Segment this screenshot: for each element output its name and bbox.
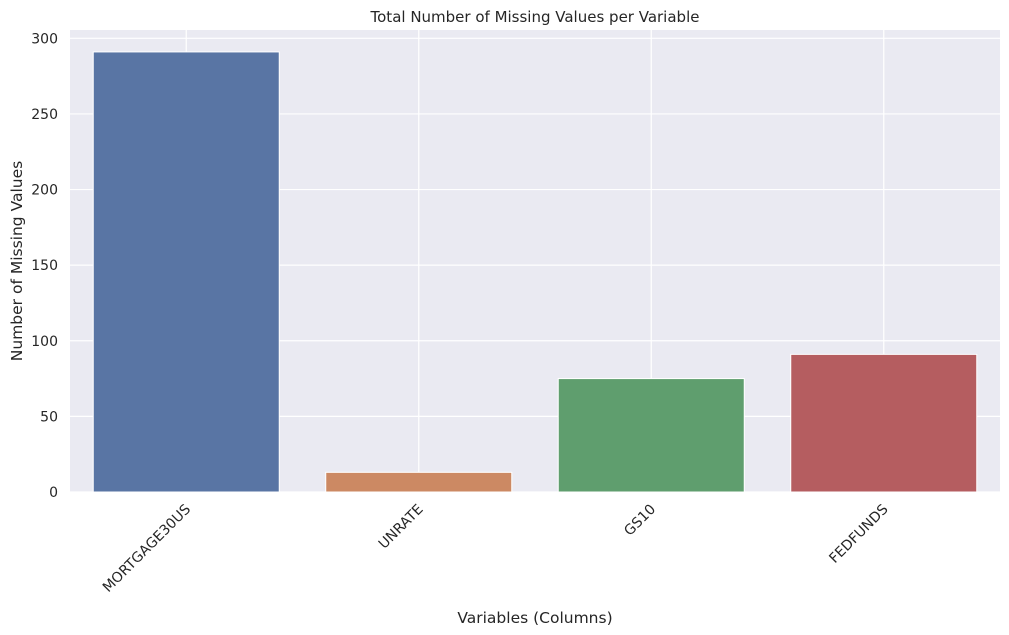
x-tick-label-mortgage30us: MORTGAGE30US	[100, 501, 194, 595]
y-tick-label: 250	[31, 107, 58, 123]
y-tick-label: 200	[31, 183, 58, 199]
y-tick-label: 300	[31, 31, 58, 47]
bar-gs10	[557, 378, 745, 493]
bar-fedfunds	[790, 353, 978, 493]
y-tick-label: 150	[31, 258, 58, 274]
y-tick-label: 50	[40, 409, 58, 425]
bar-mortgage30us	[92, 51, 280, 493]
y-tick-labels: 0 50 100 150 200 250 300	[31, 31, 58, 501]
x-axis-title: Variables (Columns)	[457, 609, 612, 627]
x-tick-label-unrate: UNRATE	[376, 502, 427, 553]
y-axis-title: Number of Missing Values	[8, 161, 26, 361]
x-tick-label-fedfunds: FEDFUNDS	[826, 501, 891, 566]
bar-unrate	[325, 471, 513, 493]
bars	[92, 51, 978, 493]
x-tick-label-gs10: GS10	[621, 502, 659, 540]
y-tick-label: 100	[31, 334, 58, 350]
chart-title: Total Number of Missing Values per Varia…	[370, 8, 700, 26]
x-tick-labels: MORTGAGE30US UNRATE GS10 FEDFUNDS	[100, 501, 892, 595]
y-tick-label: 0	[49, 485, 58, 501]
